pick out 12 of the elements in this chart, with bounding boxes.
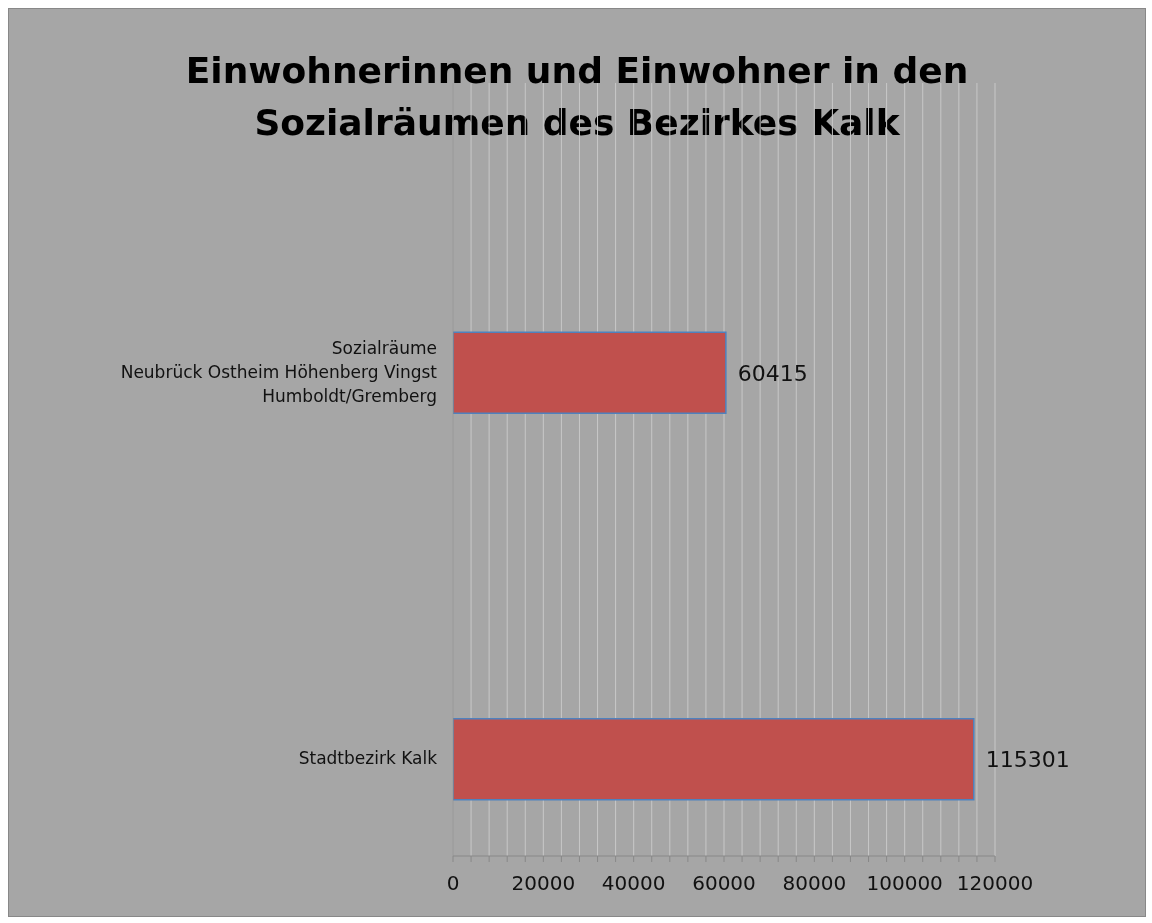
y-tick-label: Sozialräume Neubrück Ostheim Höhenberg Vingst Humboldt/Gremberg bbox=[120, 337, 438, 406]
x-tick-label: 20000 bbox=[511, 871, 576, 896]
x-tick-label: 0 bbox=[446, 871, 460, 896]
x-tick-label: 100000 bbox=[866, 871, 943, 896]
y-tick-label: Stadtbezirk Kalk bbox=[298, 748, 438, 769]
x-tick-label: 60000 bbox=[692, 871, 756, 896]
data-label: 115301 bbox=[985, 747, 1070, 773]
x-tick-label: 40000 bbox=[601, 871, 666, 896]
x-tick-label: 120000 bbox=[956, 871, 1034, 896]
x-tick-label: 80000 bbox=[782, 871, 847, 896]
chart-title: Einwohnerinnen und Einwohner in den Sozialräumen des Bezirkes Kalk bbox=[184, 49, 970, 145]
data-label: 60415 bbox=[737, 360, 808, 386]
